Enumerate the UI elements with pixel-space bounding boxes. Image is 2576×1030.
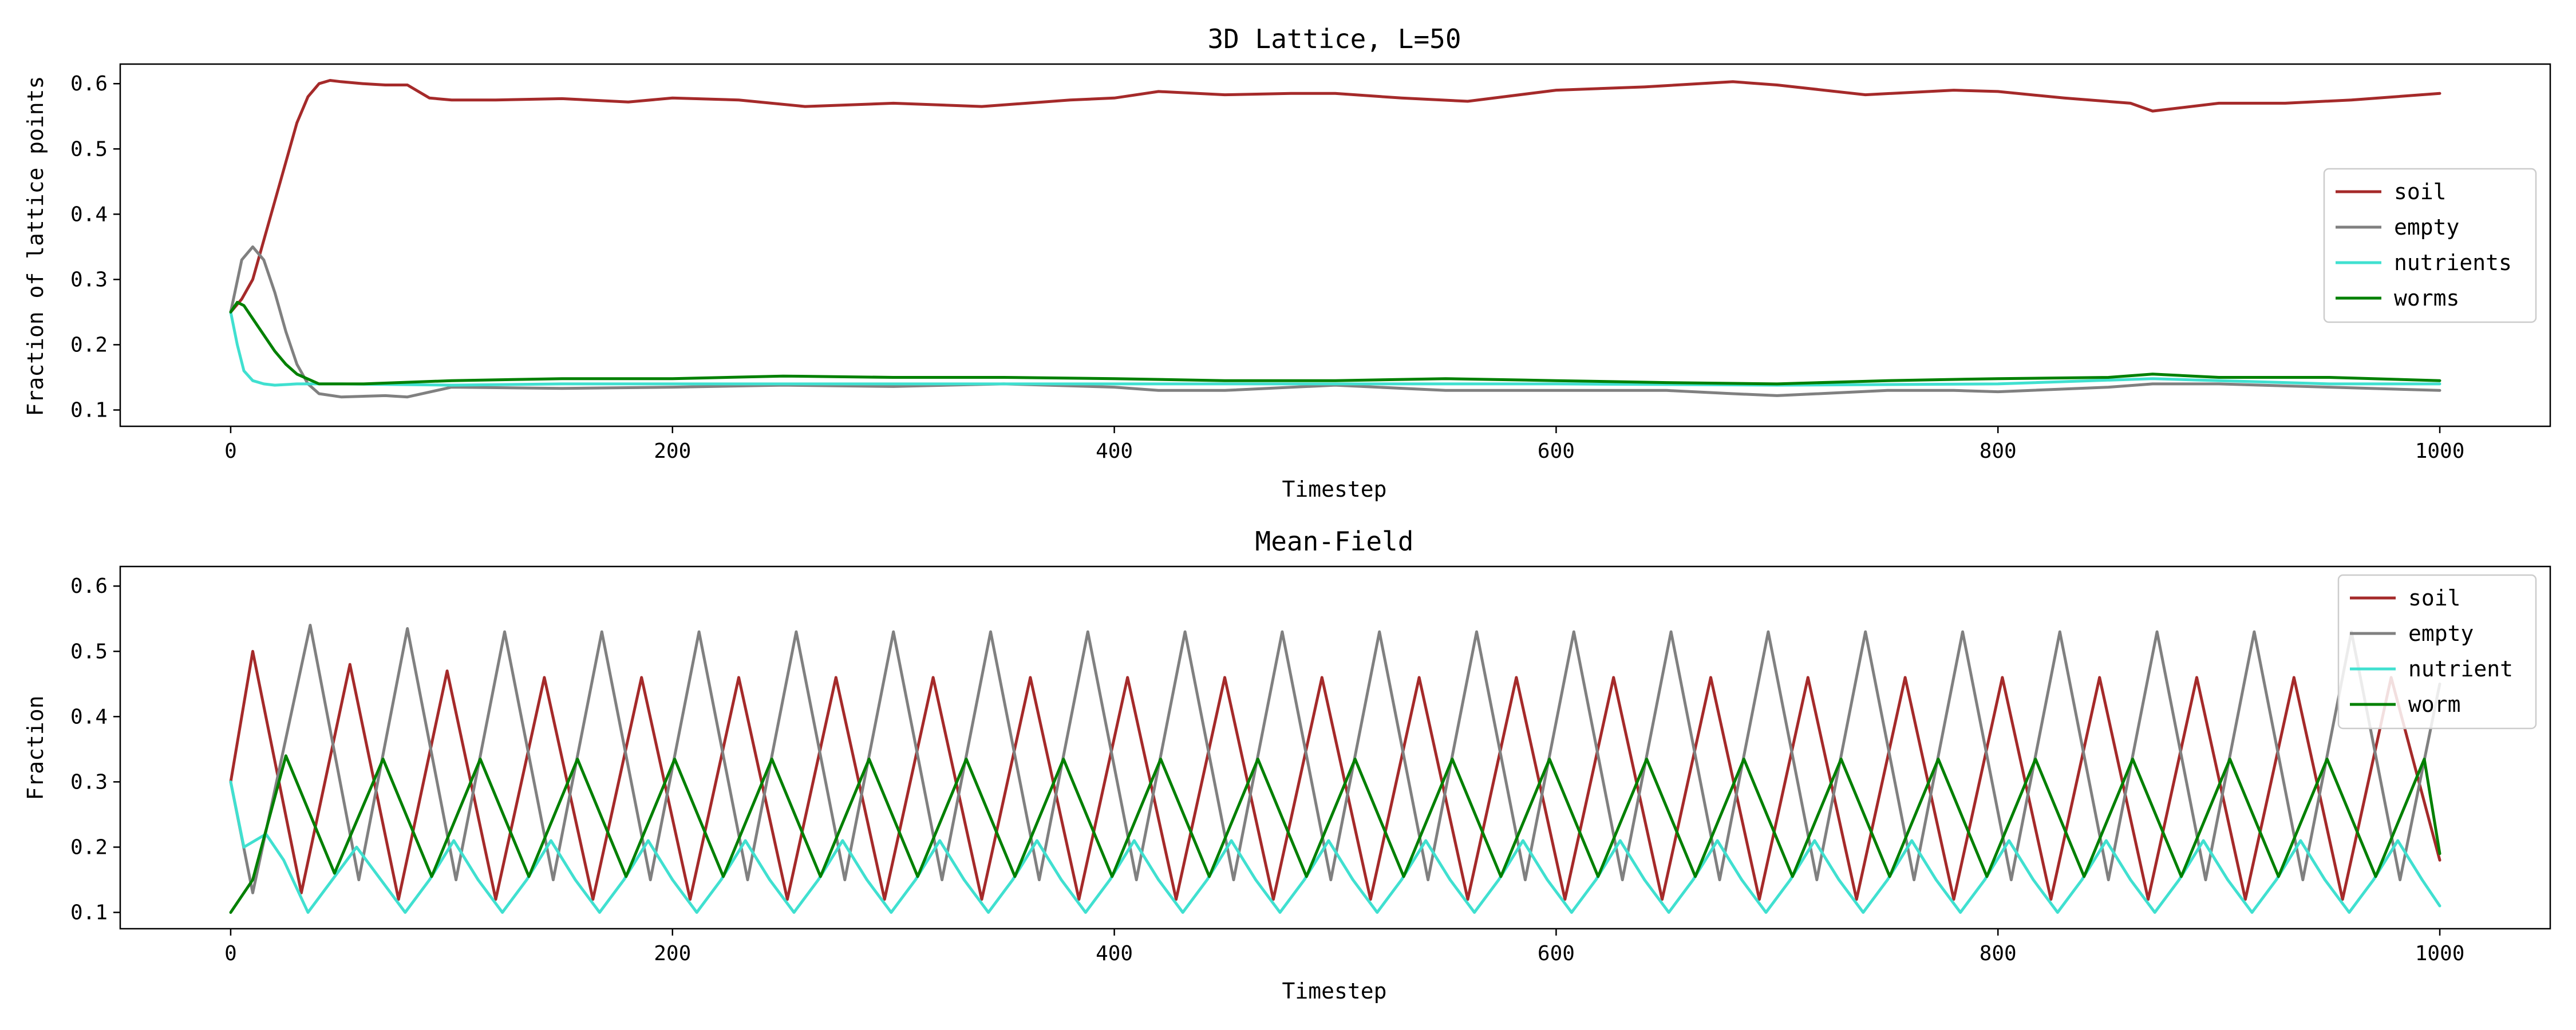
- meanfield-ytick-label: 0.5: [70, 640, 108, 663]
- lattice-legend-label-empty: empty: [2394, 215, 2459, 240]
- lattice-series-worms: [229, 300, 2441, 386]
- meanfield-axes-frame: [119, 565, 2551, 930]
- meanfield-ytick-label: 0.1: [70, 901, 108, 924]
- lattice-legend: soil empty nutrients worms: [2323, 168, 2537, 323]
- lattice-title: 3D Lattice, L=50: [1207, 23, 1461, 54]
- meanfield-legend: soil empty nutrient worm: [2337, 574, 2537, 730]
- meanfield-series-group: [229, 624, 2441, 914]
- lattice-ytick-label: 0.2: [70, 333, 108, 356]
- lattice-panel: 3D Lattice, L=50 Timestep Fraction of la…: [23, 23, 2551, 502]
- meanfield-panel: Mean-Field Timestep Fraction 0 200 400 600 8…: [23, 526, 2551, 1004]
- lattice-ytick-label: 0.6: [70, 72, 108, 96]
- meanfield-xtick-label: 0: [224, 942, 237, 965]
- meanfield-title: Mean-Field: [1255, 526, 1414, 557]
- lattice-xtick-label: 400: [1096, 439, 1133, 463]
- meanfield-xtick-label: 1000: [2415, 942, 2465, 965]
- meanfield-legend-label-empty: empty: [2408, 621, 2474, 646]
- lattice-legend-label-worms: worms: [2394, 286, 2459, 311]
- meanfield-ytick-label: 0.6: [70, 575, 108, 598]
- meanfield-xtick-label: 800: [1980, 942, 2017, 965]
- meanfield-legend-label-nutrient: nutrient: [2408, 656, 2513, 682]
- lattice-series-empty: [229, 245, 2441, 399]
- lattice-series-nutrients: [229, 310, 2441, 387]
- lattice-legend-label-soil: soil: [2394, 179, 2447, 204]
- lattice-series-group: [229, 79, 2441, 399]
- meanfield-xlabel: Timestep: [1282, 978, 1386, 1004]
- lattice-series-soil: [229, 79, 2441, 314]
- meanfield-ylabel: Fraction: [23, 695, 48, 800]
- meanfield-legend-label-worm: worm: [2408, 692, 2461, 717]
- lattice-legend-label-nutrients: nutrients: [2394, 250, 2512, 275]
- meanfield-legend-label-soil: soil: [2408, 585, 2461, 611]
- meanfield-xtick-label: 200: [654, 942, 691, 965]
- lattice-xtick-label: 600: [1538, 439, 1575, 463]
- meanfield-series-worm: [229, 754, 2441, 914]
- lattice-ytick-label: 0.5: [70, 137, 108, 161]
- lattice-xtick-label: 0: [224, 439, 237, 463]
- meanfield-ytick-label: 0.2: [70, 835, 108, 859]
- meanfield-xtick-label: 600: [1538, 942, 1575, 965]
- lattice-ytick-label: 0.1: [70, 398, 108, 422]
- lattice-axes-frame: [119, 63, 2551, 427]
- lattice-xtick-label: 800: [1980, 439, 2017, 463]
- meanfield-legend-frame: [2337, 574, 2537, 730]
- meanfield-xtick-label: 400: [1096, 942, 1133, 965]
- meanfield-series-soil: [229, 649, 2441, 901]
- lattice-ylabel: Fraction of lattice points: [23, 76, 48, 417]
- lattice-ytick-label: 0.4: [70, 203, 108, 226]
- meanfield-series-empty: [229, 624, 2441, 894]
- lattice-ytick-label: 0.3: [70, 268, 108, 291]
- meanfield-series-nutrient: [229, 780, 2441, 914]
- lattice-legend-frame: [2323, 168, 2537, 323]
- lattice-xlabel: Timestep: [1282, 477, 1386, 502]
- lattice-xtick-label: 1000: [2415, 439, 2465, 463]
- lattice-xtick-label: 200: [654, 439, 691, 463]
- meanfield-ytick-label: 0.3: [70, 770, 108, 794]
- meanfield-ytick-label: 0.4: [70, 705, 108, 728]
